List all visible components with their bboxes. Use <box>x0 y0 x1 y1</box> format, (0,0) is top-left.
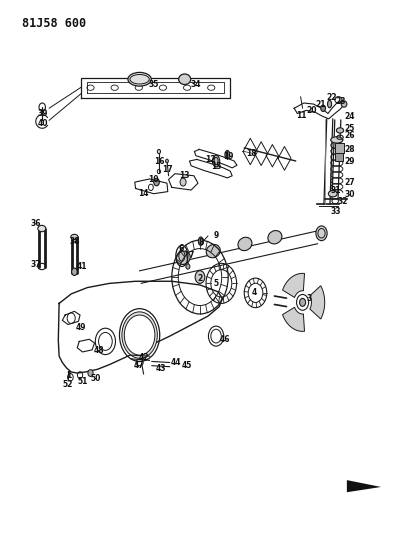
Text: 28: 28 <box>344 145 355 154</box>
Ellipse shape <box>316 226 327 241</box>
Text: 42: 42 <box>138 353 149 362</box>
Ellipse shape <box>154 179 160 186</box>
Ellipse shape <box>238 237 252 251</box>
Text: 29: 29 <box>344 157 355 166</box>
Ellipse shape <box>186 264 190 269</box>
Text: 23: 23 <box>336 98 346 107</box>
Text: 18: 18 <box>246 149 257 158</box>
Ellipse shape <box>195 271 205 284</box>
Ellipse shape <box>71 235 78 240</box>
Text: 33: 33 <box>331 207 341 216</box>
Ellipse shape <box>225 150 230 159</box>
Text: 81J58 600: 81J58 600 <box>22 17 86 30</box>
Polygon shape <box>347 480 381 492</box>
Ellipse shape <box>157 149 160 154</box>
Text: 13: 13 <box>180 171 190 180</box>
Ellipse shape <box>299 298 306 306</box>
Ellipse shape <box>180 178 186 186</box>
Text: 26: 26 <box>344 131 355 140</box>
Text: 25: 25 <box>344 124 355 133</box>
Ellipse shape <box>328 100 332 108</box>
Ellipse shape <box>268 231 282 244</box>
Text: 21: 21 <box>315 100 326 109</box>
Text: 27: 27 <box>344 177 355 187</box>
Ellipse shape <box>38 225 46 232</box>
Ellipse shape <box>176 251 190 264</box>
Text: 43: 43 <box>156 365 166 373</box>
Ellipse shape <box>341 101 347 107</box>
Ellipse shape <box>198 237 203 245</box>
Text: 5: 5 <box>213 279 219 288</box>
Text: 9: 9 <box>213 231 219 240</box>
Text: 20: 20 <box>306 107 317 116</box>
Ellipse shape <box>128 72 151 86</box>
Text: 17: 17 <box>162 165 172 174</box>
Ellipse shape <box>179 74 191 85</box>
Polygon shape <box>310 286 325 319</box>
Polygon shape <box>282 307 304 332</box>
Text: 40: 40 <box>38 118 48 127</box>
Ellipse shape <box>213 155 220 167</box>
Text: 8: 8 <box>199 238 204 247</box>
Text: 19: 19 <box>223 152 233 161</box>
Text: 47: 47 <box>133 361 144 370</box>
Ellipse shape <box>321 105 326 111</box>
Text: 45: 45 <box>182 361 192 370</box>
Text: 39: 39 <box>38 109 48 118</box>
Text: 7: 7 <box>188 252 194 261</box>
Ellipse shape <box>88 369 93 376</box>
Text: 50: 50 <box>91 374 101 383</box>
Text: 14: 14 <box>138 189 149 198</box>
Text: 51: 51 <box>77 377 88 386</box>
Text: 31: 31 <box>331 186 341 195</box>
Bar <box>335 152 343 161</box>
Text: 15: 15 <box>211 162 221 171</box>
Polygon shape <box>282 273 304 297</box>
Ellipse shape <box>71 268 77 276</box>
Text: 2: 2 <box>197 273 203 282</box>
Text: 10: 10 <box>149 175 159 184</box>
Ellipse shape <box>337 128 344 133</box>
Ellipse shape <box>206 245 220 258</box>
Text: 32: 32 <box>337 197 348 206</box>
Text: 34: 34 <box>191 80 201 89</box>
Text: 49: 49 <box>76 322 86 332</box>
Text: 44: 44 <box>171 358 181 367</box>
Text: 52: 52 <box>62 380 72 389</box>
Text: 46: 46 <box>220 335 230 344</box>
Text: 37: 37 <box>31 260 41 269</box>
Text: 3: 3 <box>307 294 312 303</box>
Text: 36: 36 <box>31 219 41 228</box>
Ellipse shape <box>122 312 157 358</box>
Text: 35: 35 <box>149 80 159 89</box>
Text: 16: 16 <box>155 157 165 166</box>
Text: 4: 4 <box>252 288 257 297</box>
Text: 22: 22 <box>327 93 337 102</box>
Text: 1: 1 <box>66 370 71 379</box>
Text: 41: 41 <box>76 262 87 271</box>
Ellipse shape <box>124 315 155 355</box>
Text: 6: 6 <box>178 244 183 253</box>
Ellipse shape <box>328 191 337 197</box>
Ellipse shape <box>166 159 169 163</box>
Text: 30: 30 <box>344 190 355 199</box>
Text: 48: 48 <box>93 346 104 356</box>
Ellipse shape <box>331 137 343 143</box>
Bar <box>335 143 344 152</box>
Text: 24: 24 <box>344 112 355 120</box>
Text: 38: 38 <box>70 237 80 246</box>
Text: 12: 12 <box>205 156 215 165</box>
Text: 11: 11 <box>296 111 307 120</box>
